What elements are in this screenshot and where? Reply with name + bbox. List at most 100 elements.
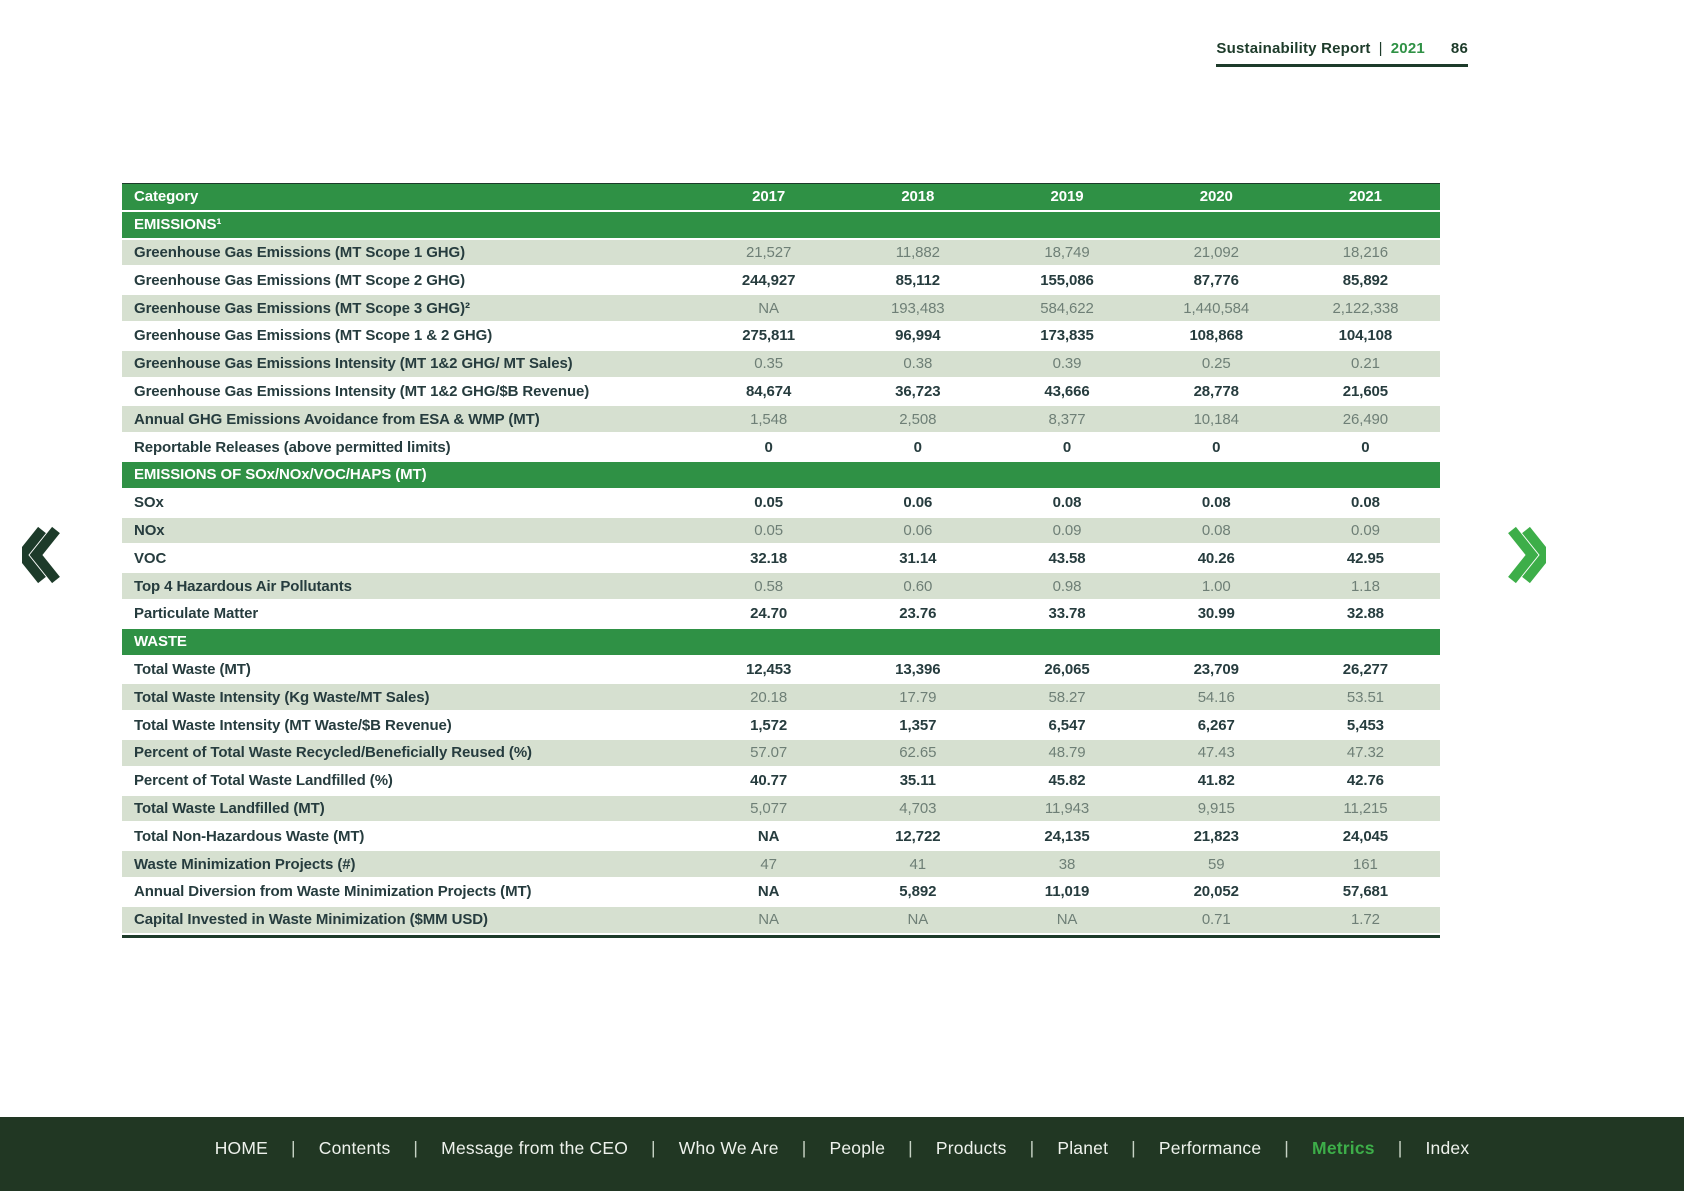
row-value: 45.82	[1048, 772, 1086, 790]
table-row: Greenhouse Gas Emissions (MT Scope 1 GHG…	[122, 239, 1440, 268]
row-label: Total Waste (MT)	[134, 660, 251, 678]
table-row: VOC 32.18 31.14 43.58 40.26 42.95	[122, 545, 1440, 574]
row-value: 11,882	[895, 243, 940, 261]
row-value: 47.43	[1197, 744, 1235, 762]
nav-item-index[interactable]: Index	[1425, 1137, 1470, 1158]
row-label: Greenhouse Gas Emissions (MT Scope 1 GHG…	[134, 243, 465, 261]
table-row: Capital Invested in Waste Minimization (…	[122, 906, 1440, 935]
row-value: 0.38	[903, 355, 933, 373]
nav-divider: |	[291, 1137, 296, 1158]
row-value: 17.79	[899, 688, 937, 706]
row-value: 53.51	[1346, 688, 1384, 706]
row-value: 85,112	[895, 271, 941, 289]
page-number: 86	[1450, 40, 1468, 57]
row-value: 6,547	[1048, 716, 1086, 734]
row-value: 87,776	[1193, 271, 1239, 289]
column-header-year: 2018	[901, 188, 935, 206]
row-value: 10,184	[1193, 410, 1239, 428]
row-value: 24,135	[1044, 827, 1090, 845]
row-value: 13,396	[895, 660, 941, 678]
row-value: 12,453	[745, 660, 792, 678]
row-label: Percent of Total Waste Recycled/Benefici…	[134, 744, 532, 762]
row-value: 24,045	[1342, 827, 1389, 845]
previous-page-chevron-icon[interactable]	[22, 525, 62, 585]
row-value: 21,527	[745, 243, 792, 261]
table-row: NOx 0.05 0.06 0.09 0.08 0.09	[122, 517, 1440, 546]
nav-item-who-we-are[interactable]: Who We Are	[678, 1137, 779, 1158]
table-row: Annual Diversion from Waste Minimization…	[122, 878, 1440, 907]
nav-divider: |	[801, 1137, 807, 1158]
row-value: 40.26	[1197, 549, 1235, 567]
row-value: 35.11	[899, 772, 936, 790]
row-value: NA	[758, 299, 779, 317]
row-label: NOx	[134, 521, 165, 539]
row-value: 0.60	[903, 577, 933, 595]
row-label: Capital Invested in Waste Minimization (…	[134, 911, 488, 929]
row-value: 96,994	[895, 327, 941, 345]
nav-divider: |	[1131, 1137, 1136, 1158]
row-value: 0	[1212, 438, 1221, 456]
table-row: Total Waste Intensity (Kg Waste/MT Sales…	[122, 684, 1440, 713]
row-value: 0.98	[1052, 577, 1082, 595]
footer-bar: HOME | Contents | Message from the CEO | Who W…	[0, 1117, 1684, 1191]
row-label: VOC	[134, 549, 167, 567]
row-value: 0.58	[754, 577, 783, 595]
row-value: 62.65	[899, 744, 937, 762]
row-value: 1.00	[1201, 577, 1231, 595]
row-value: 6,267	[1197, 716, 1235, 734]
row-value: 41.82	[1197, 772, 1235, 790]
next-page-chevron-icon[interactable]	[1506, 525, 1546, 585]
row-value: 0.09	[1351, 521, 1380, 539]
table-row: Total Non-Hazardous Waste (MT) NA 12,722 24…	[122, 823, 1440, 852]
table-row: Total Waste (MT) 12,453 13,396 26,065 23,709…	[122, 656, 1440, 685]
header-divider: |	[1378, 40, 1383, 57]
nav-divider: |	[908, 1137, 913, 1158]
row-value: NA	[1056, 911, 1078, 929]
table-row: Annual GHG Emissions Avoidance from ESA …	[122, 406, 1440, 435]
nav-item-metrics[interactable]: Metrics	[1312, 1137, 1375, 1158]
report-header: Sustainability Report | 2021 86	[1216, 40, 1468, 67]
row-value: 0	[913, 438, 922, 456]
row-value: 54.16	[1197, 688, 1235, 706]
row-value: 0.25	[1201, 355, 1231, 373]
table-row: Percent of Total Waste Recycled/Benefici…	[122, 739, 1440, 768]
row-value: 18,749	[1044, 243, 1090, 261]
row-value: 0.09	[1052, 521, 1082, 539]
row-value: 5,077	[750, 799, 788, 817]
nav-item-products[interactable]: Products	[935, 1137, 1007, 1158]
row-label: Percent of Total Waste Landfilled (%)	[134, 772, 393, 790]
nav-item-planet[interactable]: Planet	[1057, 1137, 1109, 1158]
footer-nav: HOME | Contents | Message from the CEO | Who W…	[192, 1138, 1493, 1159]
row-value: 11,019	[1044, 883, 1090, 901]
row-value: 1,440,584	[1183, 299, 1250, 317]
nav-item-message-from-the-ceo[interactable]: Message from the CEO	[441, 1137, 629, 1158]
row-value: 85,892	[1342, 271, 1389, 289]
row-value: 40.77	[750, 772, 788, 790]
nav-item-people[interactable]: People	[829, 1137, 886, 1158]
row-value: 0.08	[1201, 521, 1231, 539]
row-value: 0.06	[903, 494, 933, 512]
row-value: 2,508	[899, 410, 937, 428]
row-value: 104,108	[1338, 327, 1393, 345]
table-header-row: Category 2017 2018 2019 2020 2021	[122, 183, 1440, 212]
nav-item-performance[interactable]: Performance	[1158, 1137, 1262, 1158]
table-row: Greenhouse Gas Emissions Intensity (MT 1…	[122, 350, 1440, 379]
row-value: 108,868	[1189, 327, 1243, 345]
row-value: 32.18	[750, 549, 788, 567]
row-value: 1.18	[1351, 577, 1380, 595]
row-value: NA	[758, 911, 779, 929]
section-header-label: EMISSIONS OF SOx/NOx/VOC/HAPS (MT)	[134, 466, 427, 484]
row-label: Waste Minimization Projects (#)	[134, 855, 356, 873]
row-value: 36,723	[895, 382, 941, 400]
section-header-label: WASTE	[134, 633, 187, 651]
row-value: 1.72	[1351, 911, 1380, 929]
row-value: 26,490	[1342, 410, 1389, 428]
row-value: 24.70	[750, 605, 788, 623]
row-value: 9,915	[1197, 799, 1235, 817]
nav-item-contents[interactable]: Contents	[318, 1137, 391, 1158]
row-value: 0	[764, 438, 773, 456]
row-value: 38	[1058, 855, 1076, 873]
row-label: Greenhouse Gas Emissions (MT Scope 3 GHG…	[134, 299, 470, 317]
nav-item-home[interactable]: HOME	[214, 1137, 269, 1158]
row-value: 20,052	[1193, 883, 1239, 901]
